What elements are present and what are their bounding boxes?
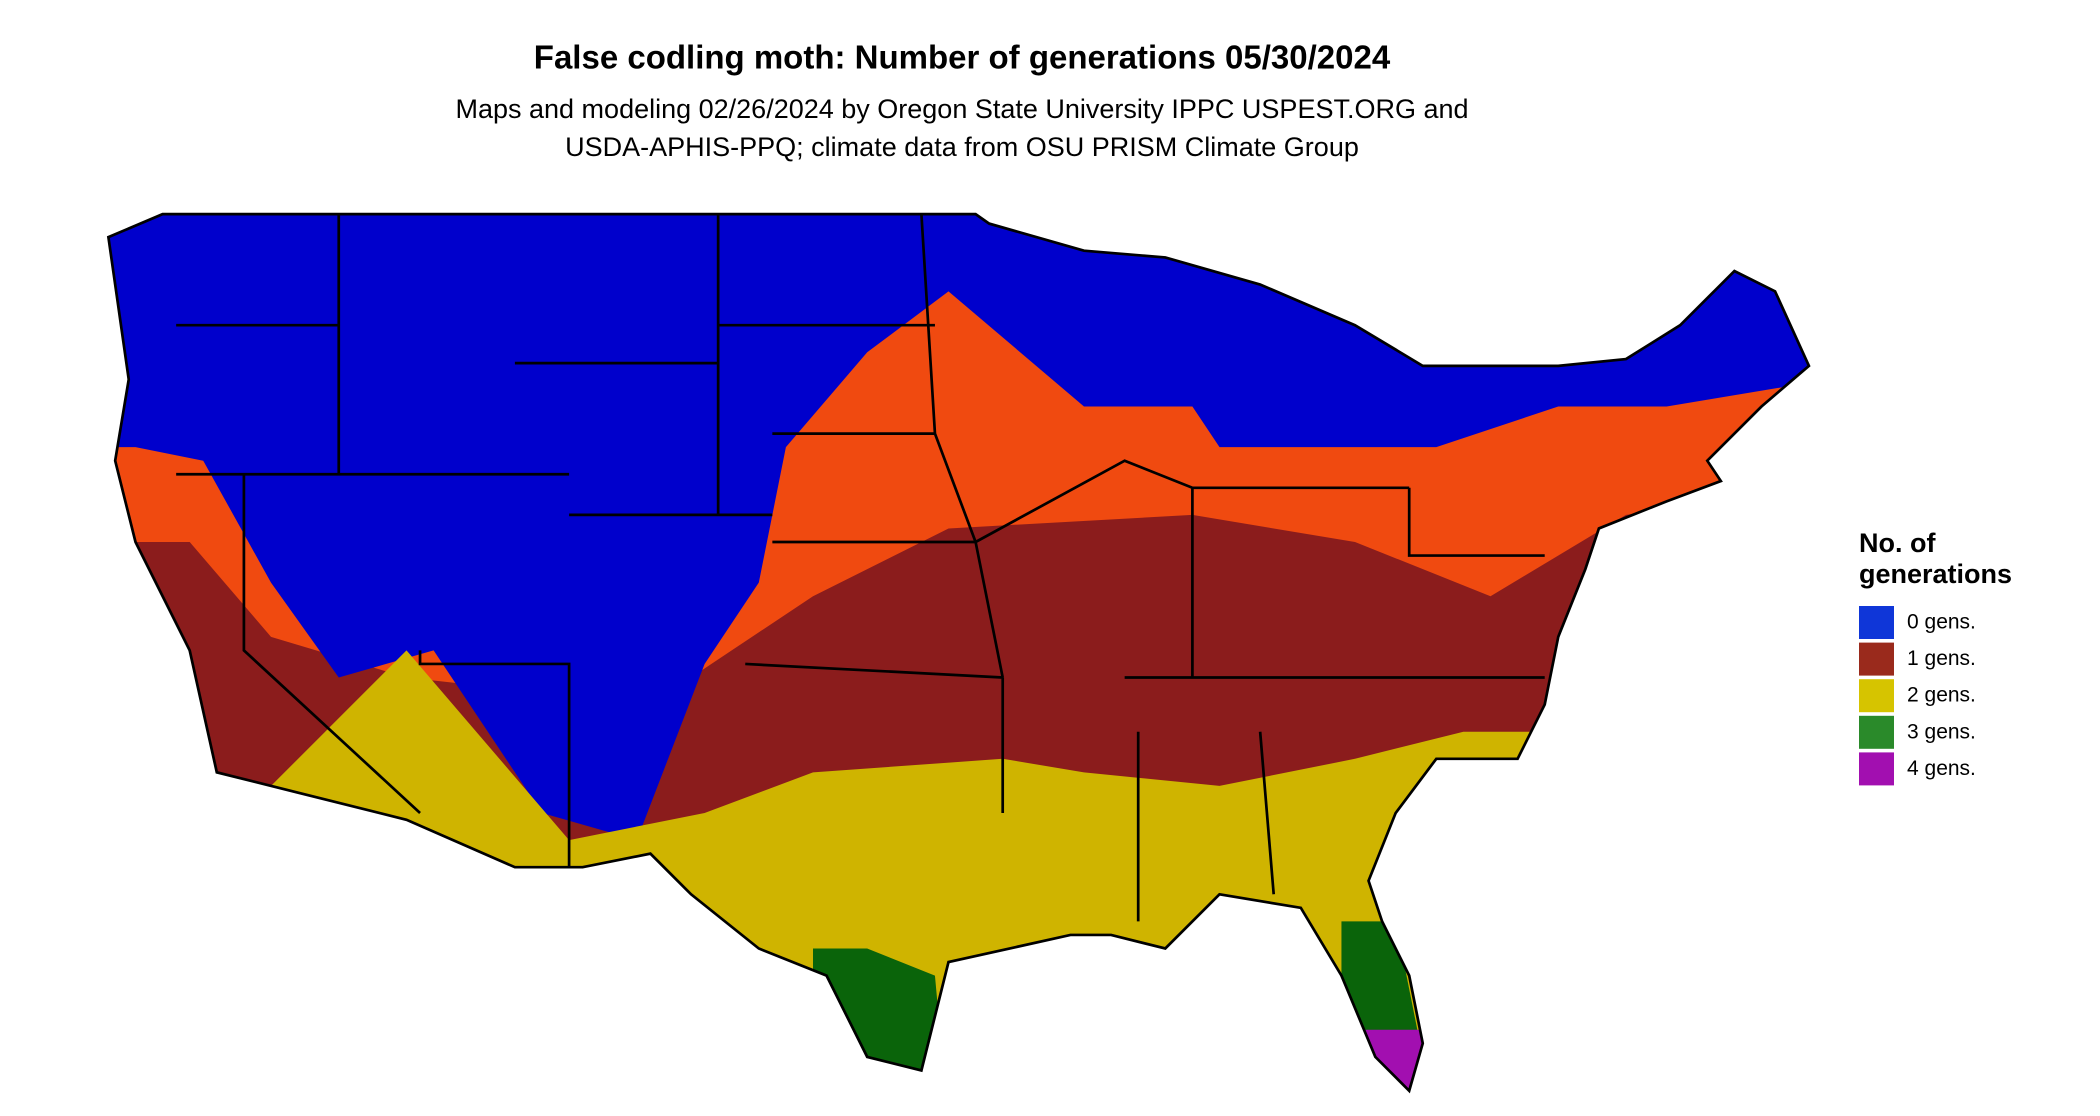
legend-label: 4 gens. xyxy=(1907,757,1976,780)
legend-label: 0 gens. xyxy=(1907,611,1976,634)
us-outline xyxy=(106,212,1811,1094)
legend-label: 3 gens. xyxy=(1907,720,1976,743)
legend-label: 2 gens. xyxy=(1907,684,1976,707)
subtitle: Maps and modeling 02/26/2024 by Oregon S… xyxy=(455,94,1468,124)
legend-title: generations xyxy=(1859,559,2012,589)
legend-title: No. of xyxy=(1859,528,1936,558)
title: False codling moth: Number of generation… xyxy=(534,39,1391,76)
legend-swatch xyxy=(1859,679,1894,713)
legend-swatch xyxy=(1859,642,1894,676)
region-4-gen xyxy=(1355,1029,1437,1091)
legend-label: 1 gens. xyxy=(1907,647,1976,670)
subtitle: USDA-APHIS-PPQ; climate data from OSU PR… xyxy=(565,132,1359,162)
legend: 0 gens. 1 gens. 2 gens. 3 gens. 4 gens. xyxy=(1859,606,1976,786)
legend-swatch xyxy=(1859,715,1894,749)
legend-swatch xyxy=(1859,752,1894,786)
state-borders xyxy=(176,214,1545,922)
map xyxy=(106,212,1811,1094)
region-0-gen xyxy=(108,214,1809,841)
legend-swatch xyxy=(1859,606,1894,639)
